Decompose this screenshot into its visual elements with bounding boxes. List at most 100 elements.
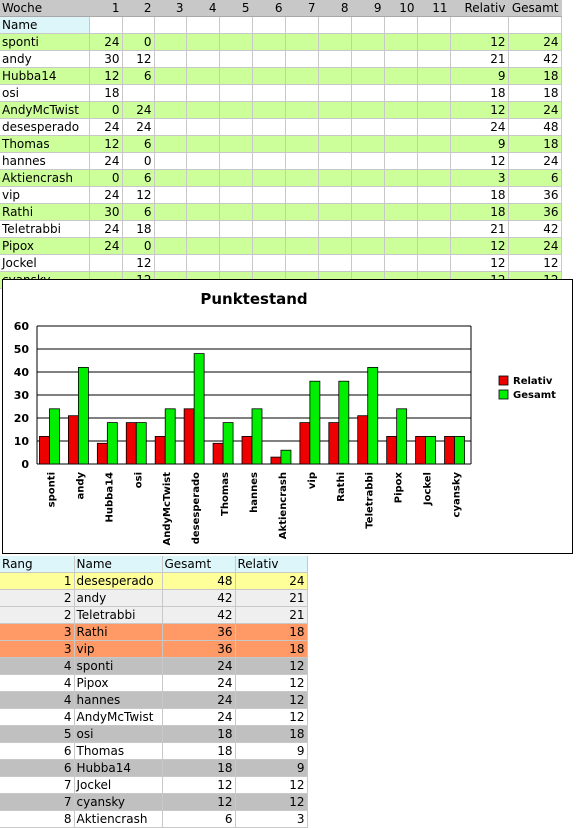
empty-week-cell (351, 101, 385, 119)
empty-week-cell (252, 169, 286, 187)
rank-player-name: Teletrabbi (74, 606, 163, 624)
rank-value: 2 (0, 589, 75, 607)
rank-header-cell: Relativ (235, 556, 308, 573)
empty-week-cell (351, 254, 385, 272)
relativ-value: 12 (450, 237, 509, 255)
rank-player-name: Hubba14 (74, 759, 163, 777)
week-2-value: 0 (122, 237, 155, 255)
x-tick-label: Teletrabbi (365, 472, 376, 529)
empty-week-cell (285, 84, 319, 102)
gesamt-value: 42 (508, 50, 562, 68)
rank-value: 4 (0, 674, 75, 692)
rank-gesamt: 42 (162, 606, 236, 624)
empty-week-cell (351, 169, 385, 187)
rank-row: 3 Rathi 36 18 (0, 623, 308, 641)
player-name: sponti (0, 33, 90, 51)
rank-gesamt: 48 (162, 572, 236, 590)
empty-week-cell (417, 67, 451, 85)
empty-week-cell (417, 254, 451, 272)
rank-header-cell: Rang (0, 556, 75, 573)
player-name: Pipox (0, 237, 90, 255)
empty-week-cell (351, 135, 385, 153)
empty-week-cell (351, 203, 385, 221)
bar-gesamt (251, 408, 263, 465)
empty-week-cell (219, 186, 253, 204)
rank-player-name: Aktiencrash (74, 810, 163, 828)
rank-relativ: 9 (235, 759, 308, 777)
empty-week-cell (252, 118, 286, 136)
empty-week-cell (252, 33, 286, 51)
header-cell: 9 (351, 0, 385, 17)
week-header-row: Woche 1 2 3 4 5 6 7 8 9 10 11 Relativ Gesamt (0, 0, 562, 17)
relativ-value: 12 (450, 101, 509, 119)
empty-week-cell (252, 186, 286, 204)
empty-week-cell (384, 118, 418, 136)
bar-relativ (241, 435, 253, 465)
gesamt-value: 36 (508, 186, 562, 204)
table-row: Thomas 12 6 9 18 (0, 135, 562, 153)
table-row: sponti 24 0 12 24 (0, 33, 562, 51)
rank-gesamt: 18 (162, 725, 236, 743)
empty-week-cell (318, 169, 352, 187)
rank-header-row: Rang Name Gesamt Relativ (0, 556, 308, 573)
bar-gesamt (425, 435, 437, 465)
week-2-value: 0 (122, 33, 155, 51)
header-cell: 5 (219, 0, 253, 17)
empty-week-cell (318, 220, 352, 238)
empty-cell (219, 16, 253, 34)
empty-week-cell (318, 101, 352, 119)
rank-gesamt: 18 (162, 759, 236, 777)
week-1-value: 30 (89, 50, 123, 68)
week-2-value: 6 (122, 169, 155, 187)
header-cell: 1 (89, 0, 123, 17)
empty-week-cell (417, 152, 451, 170)
bar-gesamt (367, 367, 379, 465)
week-2-value: 18 (122, 220, 155, 238)
bar-gesamt (222, 422, 234, 465)
empty-week-cell (417, 33, 451, 51)
rank-player-name: hannes (74, 691, 163, 709)
empty-week-cell (417, 186, 451, 204)
rank-row: 7 cyansky 12 12 (0, 793, 308, 811)
rank-relativ: 24 (235, 572, 308, 590)
empty-week-cell (186, 118, 220, 136)
week-1-value: 30 (89, 203, 123, 221)
bar-gesamt (106, 422, 118, 465)
empty-week-cell (285, 203, 319, 221)
player-name: Rathi (0, 203, 90, 221)
bar-gesamt (135, 422, 147, 465)
empty-week-cell (252, 84, 286, 102)
table-row: Rathi 30 6 18 36 (0, 203, 562, 221)
empty-week-cell (351, 220, 385, 238)
rank-relativ: 18 (235, 623, 308, 641)
table-row: Aktiencrash 0 6 3 6 (0, 169, 562, 187)
empty-week-cell (252, 237, 286, 255)
rank-value: 7 (0, 793, 75, 811)
empty-week-cell (384, 203, 418, 221)
relativ-value: 21 (450, 220, 509, 238)
week-1-value: 24 (89, 237, 123, 255)
bar-relativ (96, 442, 108, 465)
table-row: Jockel 12 12 12 (0, 254, 562, 272)
table-row: andy 30 12 21 42 (0, 50, 562, 68)
relativ-value: 9 (450, 135, 509, 153)
rank-value: 3 (0, 640, 75, 658)
gesamt-value: 12 (508, 254, 562, 272)
table-row: Hubba14 12 6 9 18 (0, 67, 562, 85)
player-name: Jockel (0, 254, 90, 272)
empty-week-cell (318, 118, 352, 136)
rank-relativ: 9 (235, 742, 308, 760)
player-name: Thomas (0, 135, 90, 153)
x-tick-label: Jockel (423, 472, 434, 506)
rank-gesamt: 24 (162, 674, 236, 692)
empty-week-cell (417, 50, 451, 68)
rank-row: 5 osi 18 18 (0, 725, 308, 743)
legend-swatch-relativ (498, 375, 509, 386)
rank-player-name: Thomas (74, 742, 163, 760)
bar-relativ (183, 408, 195, 465)
rank-row: 2 Teletrabbi 42 21 (0, 606, 308, 624)
rank-relativ: 12 (235, 691, 308, 709)
empty-week-cell (252, 152, 286, 170)
empty-week-cell (154, 152, 187, 170)
empty-week-cell (219, 220, 253, 238)
